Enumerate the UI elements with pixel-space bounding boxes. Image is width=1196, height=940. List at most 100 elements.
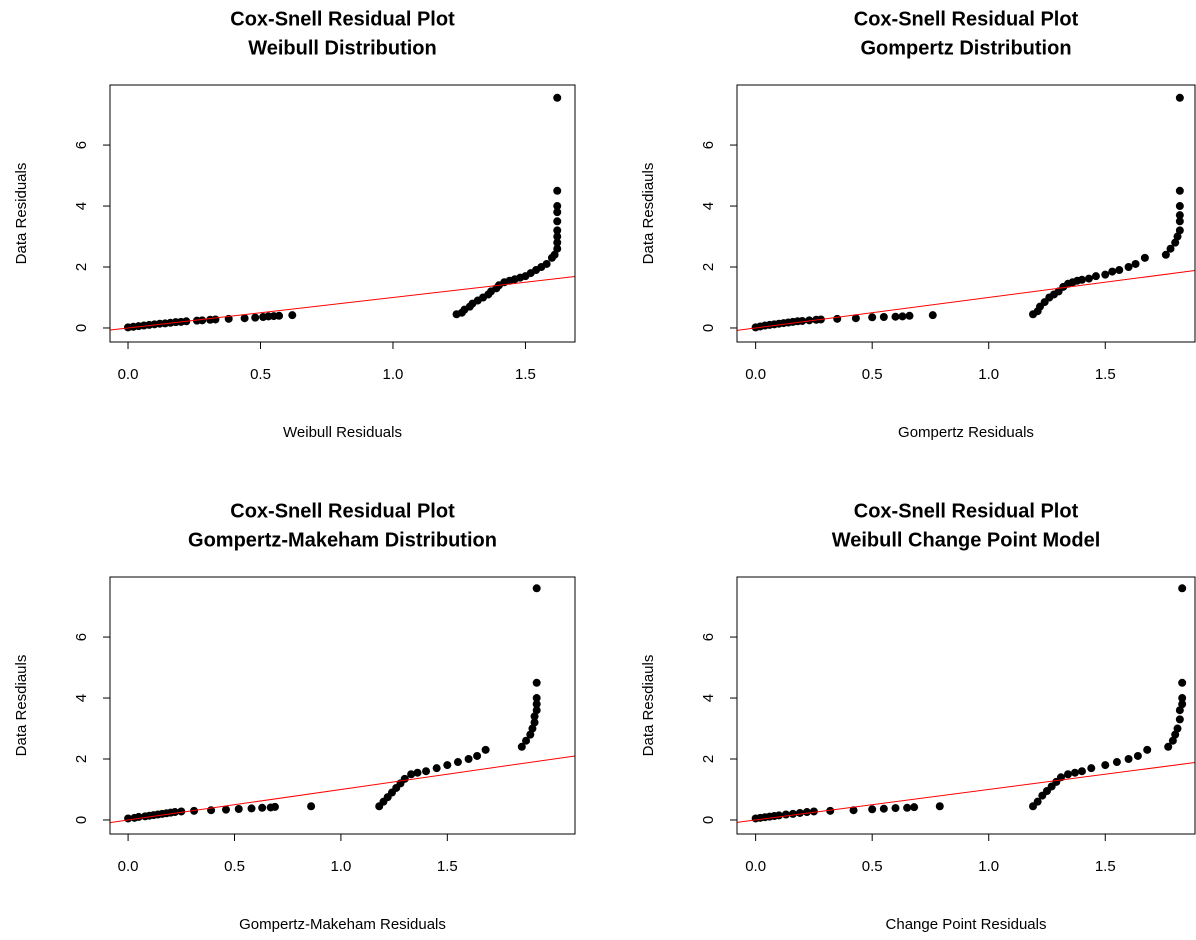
chart-title: Cox-Snell Residual Plot	[854, 500, 1079, 522]
point	[553, 244, 562, 253]
point	[532, 700, 541, 709]
point	[464, 755, 473, 764]
x-axis-label: Change Point Residuals	[886, 916, 1047, 933]
point	[407, 770, 416, 779]
y-axis-label: Data Residuals	[13, 163, 30, 265]
y-tick-label: 4	[73, 202, 90, 210]
x-tick-label: 0.5	[862, 366, 883, 383]
plot-frame	[109, 84, 576, 343]
chart-subtitle: Weibull Change Point Model	[832, 529, 1101, 551]
point	[1087, 764, 1096, 773]
plot-area	[737, 93, 1195, 332]
y-axis-label: Data Resdiauls	[13, 655, 30, 757]
point	[1063, 770, 1072, 779]
point	[1077, 767, 1086, 776]
point	[517, 742, 526, 751]
point	[1091, 272, 1100, 281]
point	[532, 706, 541, 715]
point	[553, 238, 562, 247]
chart-title: Cox-Snell Residual Plot	[230, 500, 455, 522]
point	[1140, 253, 1149, 262]
point	[905, 311, 914, 320]
point	[532, 678, 541, 687]
y-axis-label: Data Resdiauls	[640, 163, 657, 265]
point	[1124, 755, 1133, 764]
point	[528, 724, 537, 733]
point	[798, 316, 807, 325]
point	[198, 316, 207, 325]
point	[1131, 259, 1140, 268]
x-tick-label: 1.5	[515, 366, 536, 383]
point	[1178, 694, 1187, 703]
chart-title: Cox-Snell Residual Plot	[230, 8, 455, 30]
point	[879, 313, 888, 322]
point	[1101, 270, 1110, 279]
point	[928, 311, 937, 320]
point	[1164, 742, 1173, 751]
point	[1175, 217, 1184, 226]
point	[891, 804, 900, 813]
x-tick-label: 0.5	[250, 366, 271, 383]
point	[788, 809, 797, 818]
x-tick-label: 0.0	[118, 366, 139, 383]
point	[432, 764, 441, 773]
point	[1133, 751, 1142, 760]
x-tick-label: 1.5	[437, 858, 458, 875]
point	[1173, 724, 1182, 733]
point	[453, 758, 462, 767]
plot-frame	[109, 576, 576, 835]
point	[526, 730, 535, 739]
point	[1084, 274, 1093, 283]
point	[1166, 244, 1175, 253]
reference-line	[737, 762, 1195, 823]
point	[1175, 715, 1184, 724]
point	[553, 217, 562, 226]
point	[1115, 266, 1124, 275]
plot-area	[737, 584, 1195, 823]
point	[240, 314, 249, 323]
point	[1175, 226, 1184, 235]
point	[868, 805, 877, 814]
point	[530, 718, 539, 727]
point	[422, 767, 431, 776]
x-tick-label: 0.0	[745, 366, 766, 383]
chart-subtitle: Gompertz Distribution	[860, 37, 1071, 59]
point	[553, 93, 562, 102]
y-tick-label: 6	[73, 141, 90, 149]
point	[1101, 761, 1110, 770]
x-tick-label: 1.0	[978, 366, 999, 383]
point	[481, 745, 490, 754]
chart-subtitle: Gompertz-Makeham Distribution	[188, 529, 497, 551]
panel: Cox-Snell Residual Plot Gompertz-Makeham …	[13, 500, 576, 933]
point	[553, 186, 562, 195]
point	[270, 802, 279, 811]
panel: Cox-Snell Residual Plot Weibull Change Po…	[640, 500, 1196, 933]
point	[802, 808, 811, 817]
point	[891, 312, 900, 321]
point	[868, 313, 877, 322]
x-axis-label: Gompertz Residuals	[898, 424, 1034, 441]
y-tick-label: 4	[73, 694, 90, 702]
point	[1175, 211, 1184, 220]
y-tick-label: 2	[73, 263, 90, 271]
point	[251, 313, 260, 322]
point	[553, 226, 562, 235]
x-tick-label: 1.0	[978, 858, 999, 875]
point	[530, 712, 539, 721]
plot-frame	[736, 84, 1196, 343]
point	[1175, 93, 1184, 102]
point	[879, 804, 888, 813]
point	[935, 802, 944, 811]
point	[898, 312, 907, 321]
point	[553, 232, 562, 241]
x-tick-label: 1.5	[1095, 858, 1116, 875]
point	[1178, 584, 1187, 593]
point	[473, 751, 482, 760]
point	[903, 803, 912, 812]
y-tick-label: 0	[73, 324, 90, 332]
point	[258, 803, 267, 812]
chart-subtitle: Weibull Distribution	[248, 37, 437, 59]
point	[1173, 232, 1182, 241]
reference-line	[110, 755, 575, 824]
